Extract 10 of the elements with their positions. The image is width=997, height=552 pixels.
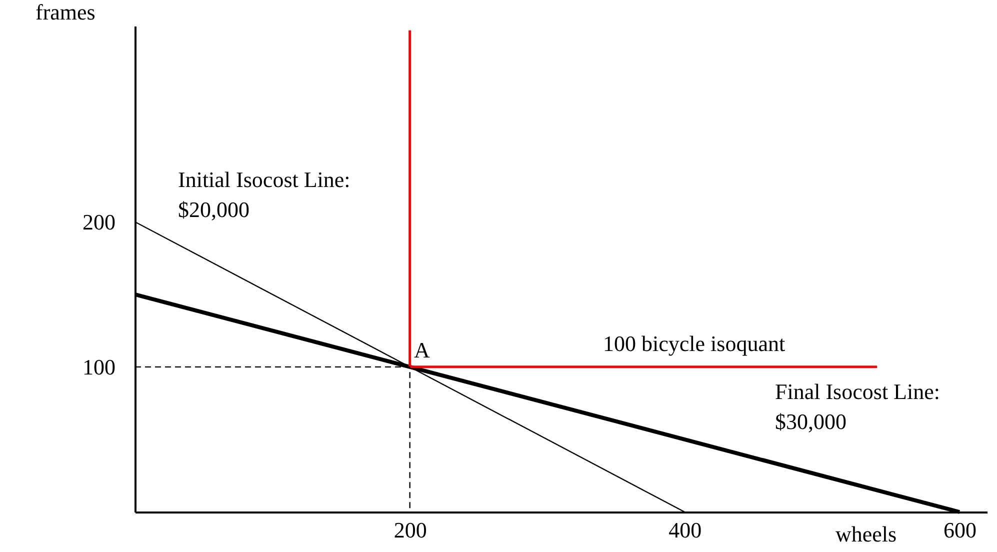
x-tick-label: 400 — [668, 518, 702, 542]
x-axis-title: wheels — [836, 522, 897, 546]
y-axis-title: frames — [36, 0, 96, 24]
annotation: Initial Isocost Line: $20,000 — [178, 167, 350, 222]
annotation: A — [414, 338, 430, 363]
annotation: 100 bicycle isoquant — [603, 331, 786, 356]
annotation: Final Isocost Line: $30,000 — [775, 379, 940, 434]
x-tick-label: 200 — [394, 518, 427, 542]
x-tick-label: 600 — [944, 518, 977, 542]
y-tick-label: 100 — [82, 354, 116, 380]
